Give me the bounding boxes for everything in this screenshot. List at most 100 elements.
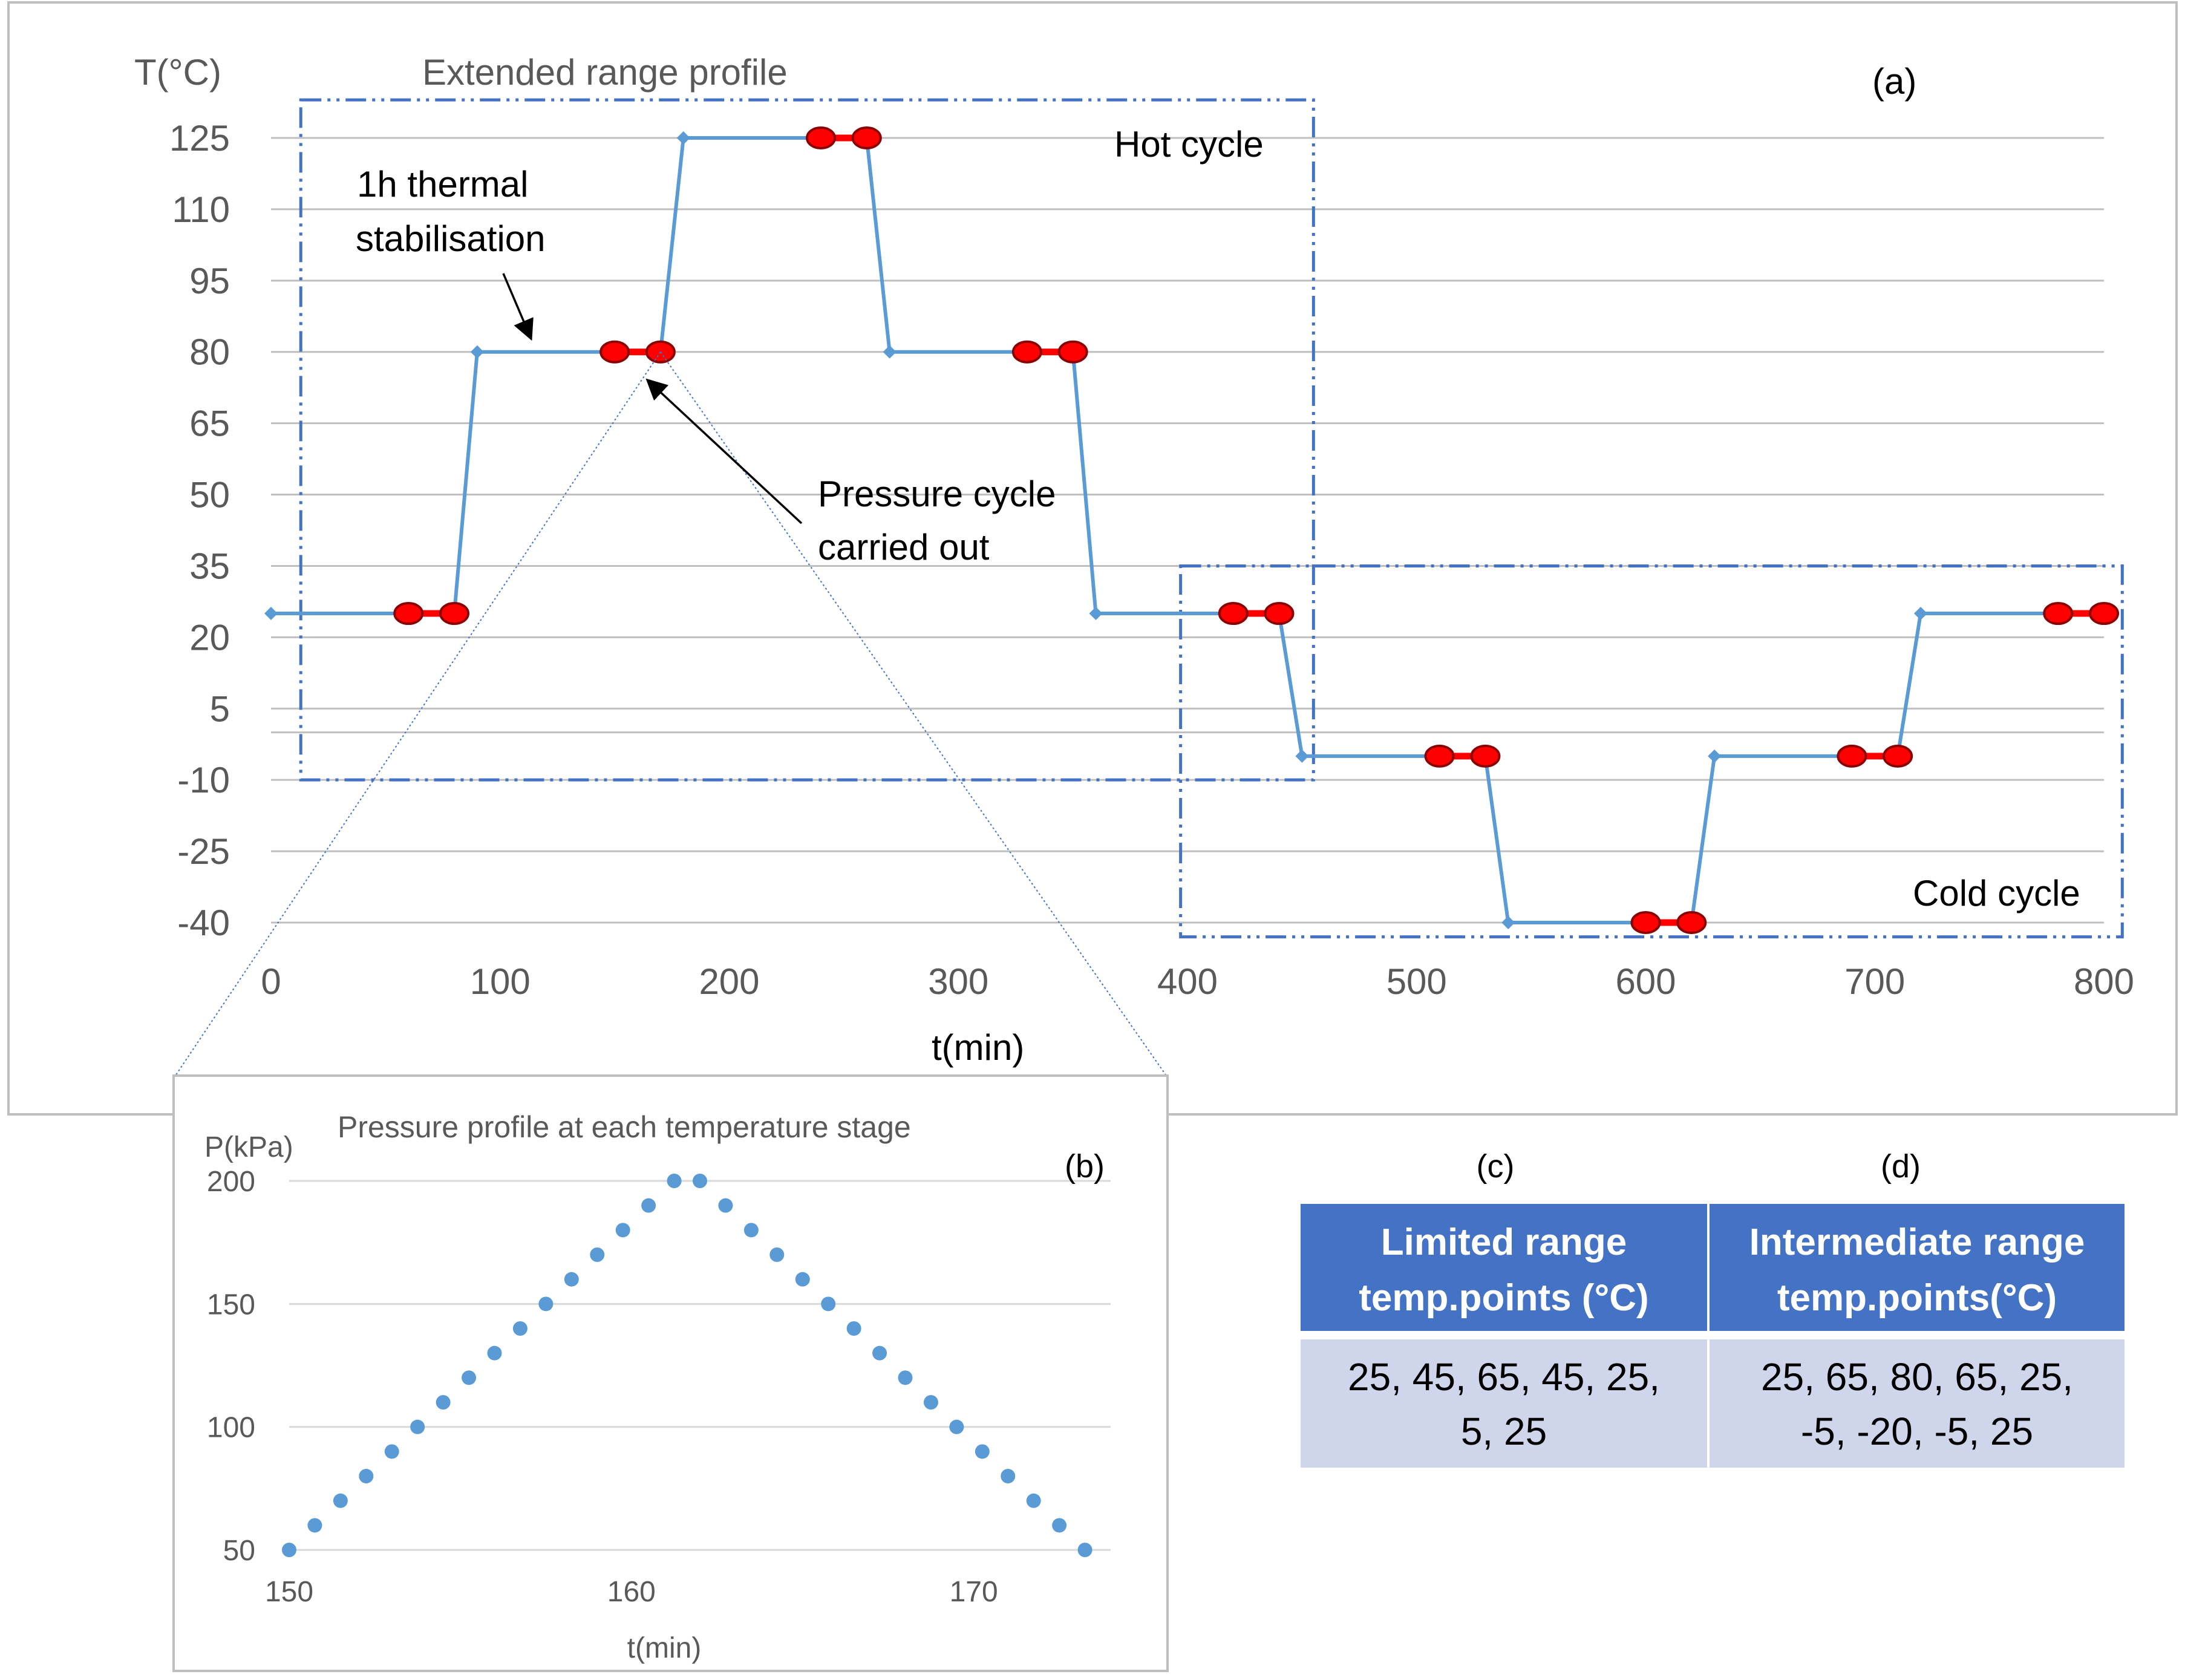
pressure-point (333, 1493, 348, 1508)
value-cell-intermediate (1710, 1339, 2125, 1468)
pressure-cycle-marker (1011, 340, 1042, 364)
y-tick-label: 95 (189, 261, 230, 301)
data-point (264, 607, 278, 621)
pressure-point (949, 1419, 964, 1434)
x-axis-title: t(min) (932, 1027, 1024, 1068)
y-tick-label: 110 (172, 189, 230, 230)
pressure-point (821, 1296, 836, 1312)
pressure-point (384, 1444, 399, 1459)
cycle-boxes (299, 98, 2124, 939)
pressure-cycle-arrow (645, 378, 803, 525)
y-tick-label: 100 (207, 1412, 255, 1444)
data-point (1501, 916, 1515, 929)
x-tick-label: 300 (928, 961, 988, 1002)
pressure-point (769, 1247, 785, 1262)
pressure-cycle-marker (599, 340, 630, 364)
pressure-point (359, 1469, 374, 1483)
pressure-cycle-marker (851, 126, 882, 149)
pressure-cycle-marker (2089, 602, 2119, 626)
data-point (676, 131, 690, 145)
chart-title: Extended range profile (422, 52, 788, 93)
y-tick-label: 50 (189, 475, 230, 515)
pressure-point (462, 1370, 477, 1385)
cold-cycle-label: Cold cycle (1913, 873, 2080, 914)
pressure-point (436, 1395, 451, 1410)
pressure-profile-chart: 200 150 100 50 150 160 170 P(kPa) Pressure pr… (172, 1074, 1169, 1672)
x-tick-label: 170 (950, 1576, 998, 1608)
pressure-point (872, 1345, 887, 1361)
y-tick-label: 5 (210, 688, 230, 729)
value-limited-line1: 25, 45, 65, 45, 25, (1348, 1355, 1660, 1399)
y-tick-label: 125 (169, 118, 230, 159)
x-tick-label: 600 (1615, 961, 1676, 1002)
panel-label-d: (d) (1881, 1148, 1921, 1185)
chart-title: Pressure profile at each temperature sta… (338, 1110, 911, 1144)
pressure-point (538, 1296, 554, 1312)
pressure-cycle-marker (806, 126, 836, 149)
hot-cycle-label: Hot cycle (1114, 124, 1264, 165)
x-tick-label: 150 (265, 1576, 313, 1608)
panel-label-a: (a) (1872, 61, 1916, 102)
stabilisation-label-line1: 1h thermal (357, 164, 528, 204)
x-tick-label: 500 (1386, 961, 1447, 1002)
y-tick-label: -25 (177, 831, 230, 872)
pressure-cycle-label-line1: Pressure cycle (818, 474, 1056, 514)
pressure-point (795, 1272, 810, 1287)
pressure-point (693, 1174, 707, 1188)
data-point (1295, 749, 1309, 763)
pressure-cycle-marker (1837, 744, 1867, 768)
stabilisation-label-line2: stabilisation (356, 218, 546, 259)
pressure-cycle-marker (393, 602, 424, 626)
header-limited-line2: temp.points (°C) (1359, 1277, 1648, 1319)
pressure-cycle-marker (1264, 602, 1295, 626)
y-tick-label: -10 (177, 760, 230, 800)
x-tick-label: 700 (1844, 961, 1905, 1002)
y-tick-label: 200 (207, 1166, 255, 1198)
panel-label-b: (b) (1065, 1148, 1105, 1185)
data-point (1914, 607, 1927, 621)
y-axis-title: P(kPa) (204, 1131, 293, 1163)
gridlines (289, 1180, 1111, 1551)
data-point (883, 345, 897, 359)
pressure-cycle-marker (1883, 744, 1913, 768)
pressure-cycle-marker (2043, 602, 2074, 626)
zoom-guide-lines (175, 351, 1167, 1076)
pressure-point (1052, 1518, 1067, 1533)
pressure-cycle-marker (1676, 911, 1707, 934)
pressure-point (743, 1223, 759, 1238)
pressure-cycle-label-line2: carried out (818, 527, 990, 567)
pressure-point (718, 1198, 733, 1213)
x-tick-label: 0 (261, 961, 281, 1002)
zoom-guide-right (660, 351, 1167, 1076)
header-cell-intermediate (1710, 1204, 2125, 1331)
pressure-cycle-marker (1218, 602, 1249, 626)
value-intermediate-line1: 25, 65, 80, 65, 25, (1761, 1355, 2073, 1399)
x-tick-label: 160 (607, 1576, 656, 1608)
pressure-cycle-marker (1424, 744, 1455, 768)
temperature-points-table: (c) (d) Limited range temp.points (°C) I… (1301, 1148, 2125, 1468)
header-limited-line1: Limited range (1381, 1221, 1627, 1263)
temperature-profile-chart: 125 110 95 80 65 50 35 20 5 -10 -25 -40 0 100 200 300 4… (134, 52, 2134, 1076)
x-tick-label: 100 (470, 961, 531, 1002)
x-axis-title: t(min) (627, 1632, 702, 1664)
header-intermediate-line1: Intermediate range (1749, 1221, 2085, 1263)
x-tick-label: 200 (699, 961, 759, 1002)
value-intermediate-line2: -5, -20, -5, 25 (1801, 1410, 2033, 1453)
x-tick-labels: 0 100 200 300 400 500 600 700 800 (261, 961, 2134, 1002)
y-tick-labels: 125 110 95 80 65 50 35 20 5 -10 -25 -40 (169, 118, 230, 943)
data-point (470, 345, 484, 359)
x-tick-label: 400 (1157, 961, 1218, 1002)
pressure-cycle-marker (1470, 744, 1501, 768)
pressure-point (641, 1198, 656, 1213)
pressure-point (590, 1247, 605, 1262)
pressure-points (282, 1174, 1092, 1557)
pressure-point (846, 1321, 861, 1336)
panel-label-c: (c) (1477, 1148, 1515, 1185)
pressure-point (1026, 1493, 1041, 1508)
pressure-point (512, 1321, 527, 1336)
pressure-point (898, 1370, 913, 1385)
panel-b-frame (172, 1074, 1169, 1672)
value-cell-limited (1301, 1339, 1707, 1468)
x-tick-label: 800 (2074, 961, 2134, 1002)
